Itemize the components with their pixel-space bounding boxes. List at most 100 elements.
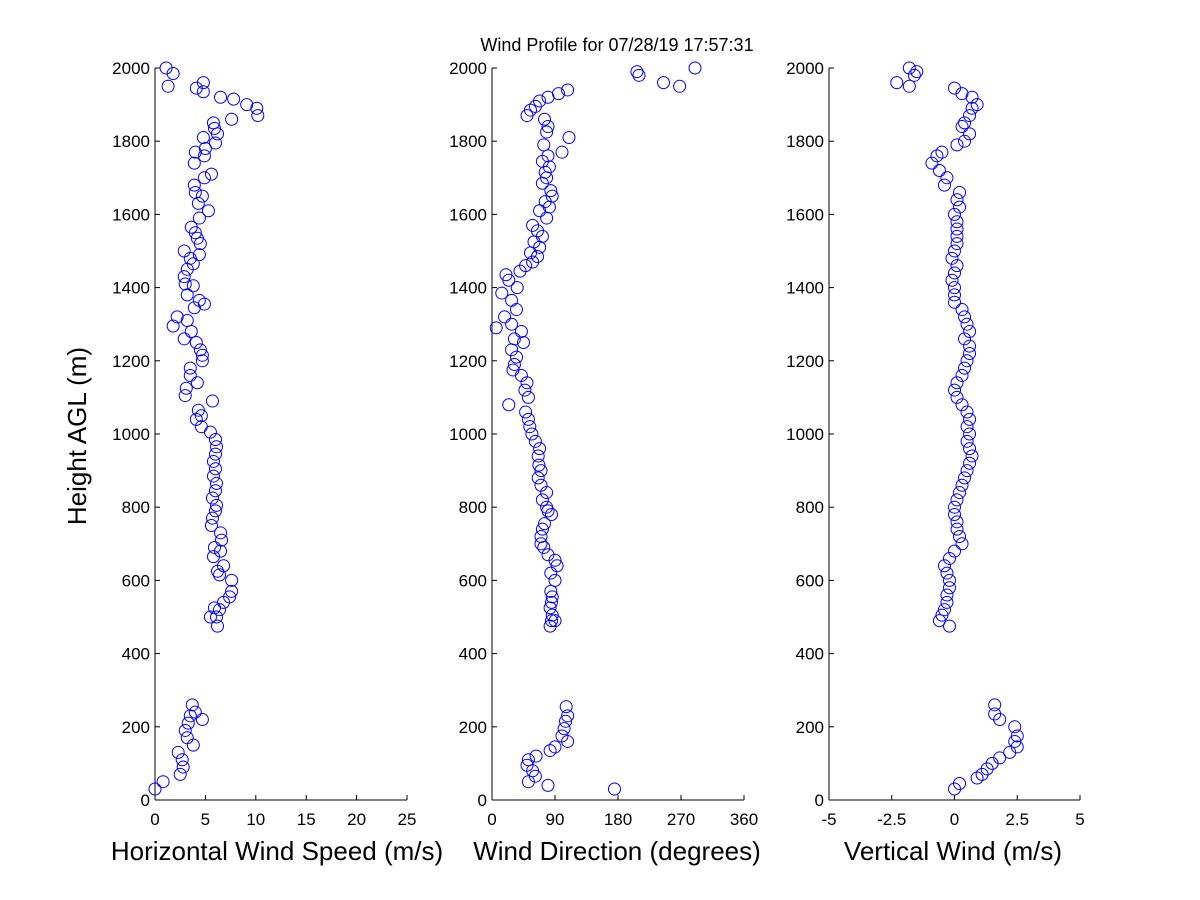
horizontal-data-point: [197, 171, 211, 185]
direction-data-point: [688, 61, 702, 75]
horizontal-data-point: [180, 314, 194, 328]
direction-data-point: [561, 83, 575, 97]
horizontal-data-point: [205, 491, 219, 505]
direction-data-point: [632, 68, 646, 82]
vertical-data-point: [960, 405, 974, 419]
vertical-data-point: [948, 81, 961, 95]
direction-xtick-label: 270: [667, 810, 695, 829]
direction-data-point: [541, 548, 555, 562]
vertical-data-point: [940, 595, 954, 609]
vertical-data-point: [945, 273, 959, 287]
vertical-data-point: [955, 537, 969, 551]
direction-data-point: [543, 601, 557, 615]
direction-ytick-label: 800: [459, 498, 487, 517]
vertical-data-point: [1008, 734, 1022, 748]
horizontal-data-point: [171, 745, 185, 759]
vertical-xtick-label: 0: [950, 810, 959, 829]
direction-ytick-label: 400: [459, 645, 487, 664]
vertical-data-point: [963, 412, 977, 426]
direction-data-point: [521, 753, 535, 767]
vertical-data-point: [955, 368, 969, 382]
direction-data-point: [540, 211, 554, 225]
horizontal-data-point: [187, 156, 201, 170]
vertical-data-point: [963, 456, 977, 470]
horizontal-data-point: [227, 92, 241, 106]
direction-data-point: [537, 138, 551, 152]
vertical-ytick-label: 800: [796, 498, 824, 517]
vertical-data-point: [1010, 740, 1024, 754]
vertical-data-point: [963, 109, 977, 123]
vertical-data-point: [945, 251, 959, 265]
vertical-data-point: [950, 376, 964, 390]
direction-data-point: [540, 125, 554, 139]
vertical-data-point: [948, 244, 961, 258]
direction-data-point: [534, 537, 548, 551]
horizontal-data-point: [175, 753, 189, 767]
direction-data-point: [559, 714, 572, 728]
vertical-ytick-label: 1800: [786, 132, 824, 151]
horizontal-xtick-label: 5: [201, 810, 210, 829]
vertical-data-point: [965, 449, 979, 463]
vertical-data-point: [948, 207, 961, 221]
horizontal-data-point: [213, 568, 227, 582]
horizontal-data-point: [177, 244, 191, 258]
horizontal-data-point: [177, 270, 191, 284]
direction-data-point: [542, 200, 556, 214]
direction-data-point: [535, 522, 549, 536]
horizontal-data-point: [206, 454, 220, 468]
vertical-data-point: [958, 310, 972, 324]
horizontal-data-point: [207, 121, 221, 135]
horizontal-data-point: [193, 343, 207, 357]
vertical-data-point: [948, 281, 961, 295]
direction-data-point: [528, 434, 542, 448]
horizontal-data-point: [208, 136, 222, 150]
direction-data-point: [520, 758, 534, 772]
vertical-data-point: [963, 339, 977, 353]
horizontal-data-point: [206, 116, 220, 130]
horizontal-ytick-label: 1600: [112, 205, 150, 224]
vertical-ytick-label: 1600: [786, 205, 824, 224]
horizontal-ytick-label: 1200: [112, 352, 150, 371]
vertical-data-point: [955, 398, 969, 412]
direction-data-point: [521, 390, 535, 404]
horizontal-data-point: [183, 368, 197, 382]
vertical-data-point: [948, 288, 961, 302]
horizontal-data-point: [214, 526, 228, 540]
direction-data-point: [561, 709, 575, 723]
direction-data-point: [519, 259, 533, 273]
direction-data-point: [533, 94, 547, 108]
vertical-data-point: [942, 573, 956, 587]
horizontal-data-point: [251, 109, 265, 123]
horizontal-data-point: [186, 738, 200, 752]
vertical-data-point: [960, 354, 974, 368]
horizontal-data-point: [178, 389, 192, 403]
direction-data-point: [545, 508, 558, 522]
vertical-data-point: [963, 442, 977, 456]
direction-data-point: [535, 493, 549, 507]
vertical-data-point: [960, 434, 974, 448]
horizontal-data-point: [192, 293, 206, 307]
horizontal-data-point: [194, 420, 208, 434]
y-axis-label: Height AGL (m): [62, 347, 92, 525]
direction-data-point: [540, 500, 554, 514]
vertical-data-point: [950, 515, 964, 529]
direction-ytick-label: 2000: [449, 59, 487, 78]
horizontal-data-point: [223, 590, 237, 604]
vertical-ytick-label: 0: [815, 791, 824, 810]
vertical-data-point: [958, 116, 972, 130]
vertical-data-point: [963, 346, 977, 360]
vertical-data-point: [902, 79, 916, 93]
direction-ytick-label: 1000: [449, 425, 487, 444]
vertical-data-point: [950, 138, 964, 152]
horizontal-data-point: [209, 440, 223, 454]
horizontal-data-point: [195, 354, 209, 368]
vertical-data-point: [955, 303, 969, 317]
horizontal-data-point: [198, 142, 212, 156]
vertical-data-point: [963, 127, 977, 141]
horizontal-data-point: [148, 782, 162, 796]
horizontal-data-point: [183, 361, 197, 375]
horizontal-data-point: [250, 101, 264, 115]
direction-data-point: [529, 749, 543, 763]
direction-data-point: [538, 112, 551, 126]
